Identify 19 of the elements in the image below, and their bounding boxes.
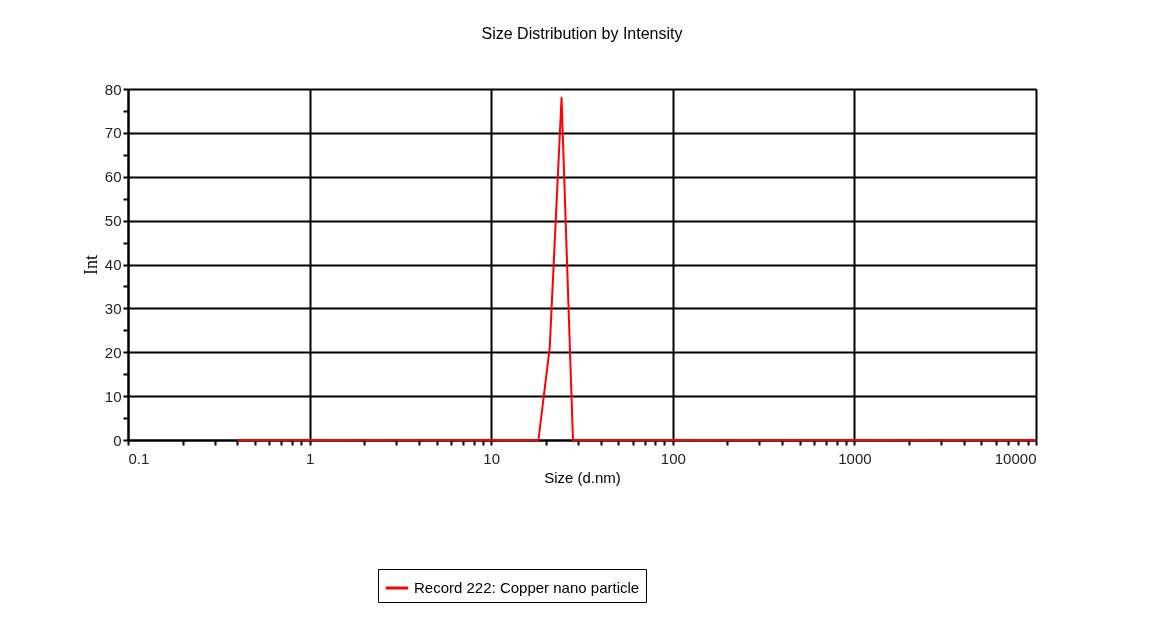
x-tick-label: 1000 xyxy=(838,449,872,467)
y-tick-label: 40 xyxy=(104,256,122,273)
legend-label: Record 222: Copper nano particle xyxy=(414,579,640,596)
y-tick-label: 30 xyxy=(104,299,122,317)
x-tick-label: 10000 xyxy=(994,449,1037,467)
y-tick-label: 20 xyxy=(104,343,122,361)
x-axis-title: Size (d.nm) xyxy=(544,468,621,486)
y-tick-label: 60 xyxy=(104,168,122,186)
x-tick-label: 1 xyxy=(305,449,315,467)
chart-title: Size Distribution by Intensity xyxy=(481,25,683,42)
x-tick-label: 0.1 xyxy=(128,449,150,467)
y-tick-label: 70 xyxy=(104,124,122,142)
y-axis-title: Int xyxy=(80,255,101,275)
y-tick-label: 50 xyxy=(104,212,122,230)
y-tick-label: 0 xyxy=(113,431,122,449)
y-tick-label: 10 xyxy=(104,387,122,405)
x-tick-label: 10 xyxy=(483,449,501,467)
y-tick-label: 80 xyxy=(104,80,122,98)
x-tick-label: 100 xyxy=(660,449,686,467)
